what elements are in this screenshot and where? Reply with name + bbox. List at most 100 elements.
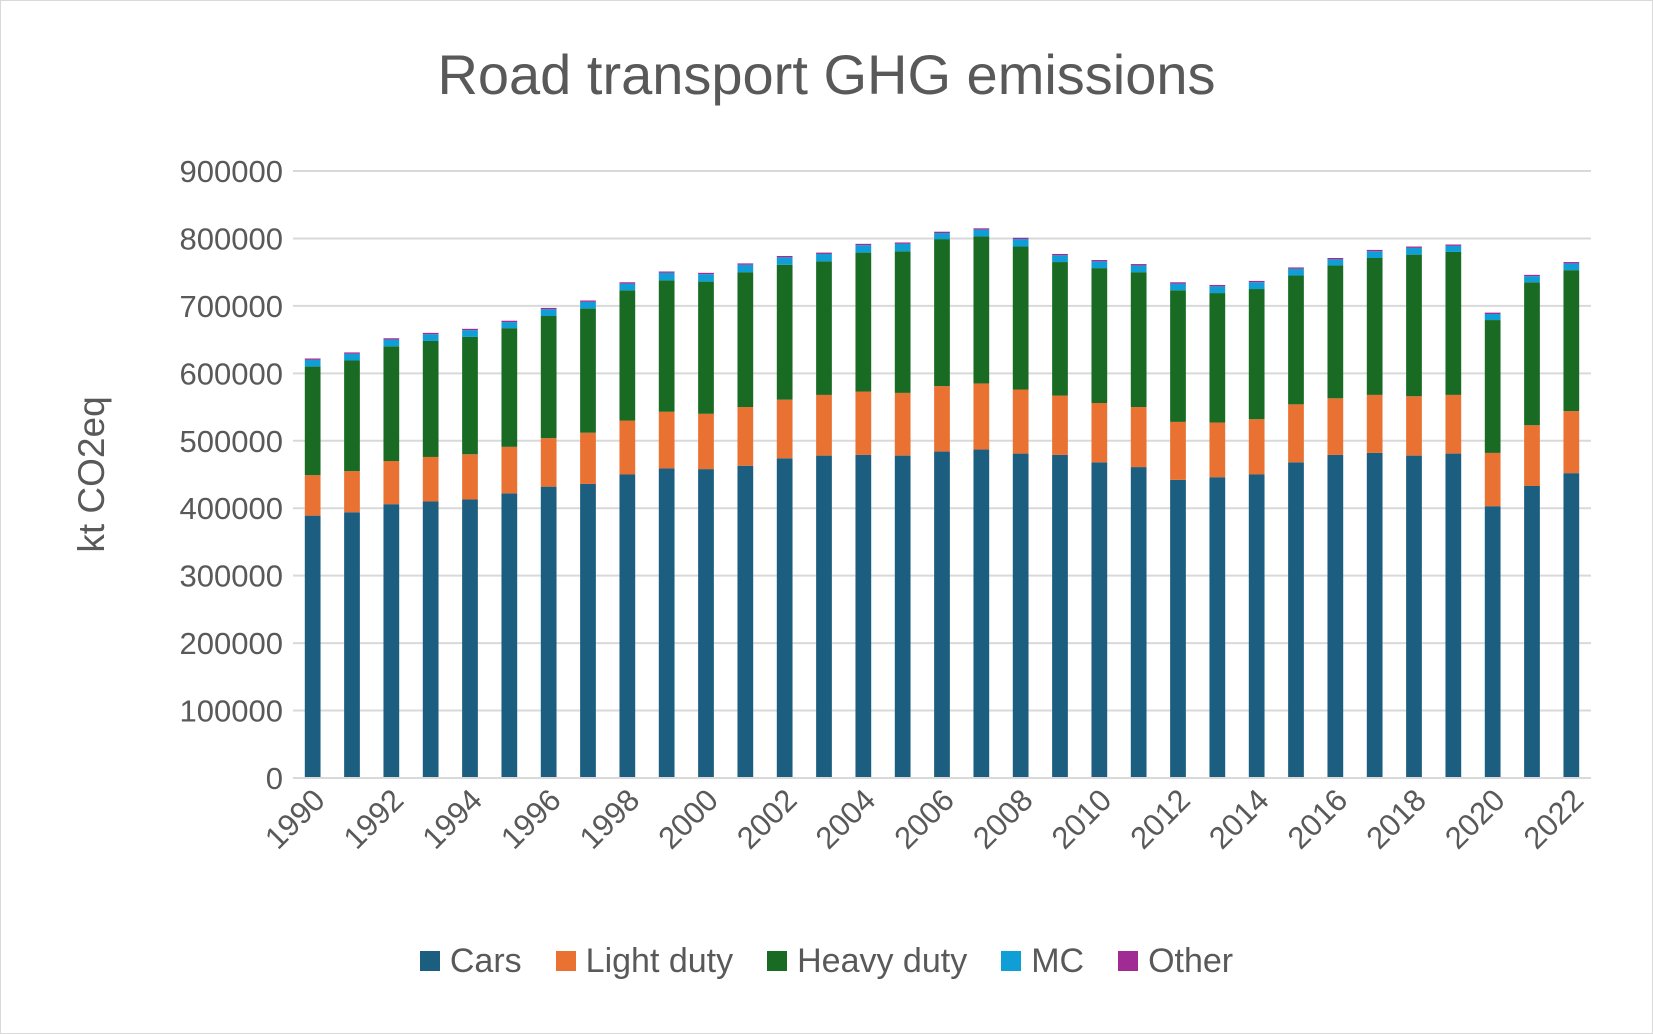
bar-cars-1996 [540, 486, 557, 778]
bar-mc-2020 [1484, 313, 1501, 321]
bar-heavy-duty-2015 [1288, 275, 1304, 405]
bar-light-duty-1991 [344, 471, 360, 513]
bar-light-duty-1992 [383, 461, 400, 505]
y-tick-label: 800000 [180, 221, 283, 256]
bar-other-2007 [973, 228, 990, 230]
bar-other-2004 [855, 243, 872, 246]
x-tick-label: 2014 [1202, 782, 1276, 856]
chart-title: Road transport GHG emissions [437, 43, 1216, 106]
bar-heavy-duty-1992 [383, 346, 400, 462]
bar-mc-1991 [344, 353, 360, 361]
bar-light-duty-2011 [1130, 407, 1147, 468]
bar-other-2005 [894, 242, 911, 244]
bar-mc-2003 [816, 253, 832, 262]
bar-other-2013 [1209, 284, 1226, 287]
y-tick-label: 400000 [180, 491, 283, 526]
bar-heavy-duty-2014 [1248, 289, 1265, 420]
bar-heavy-duty-2019 [1445, 251, 1462, 395]
bar-heavy-duty-2018 [1406, 254, 1422, 397]
bar-light-duty-2001 [737, 407, 754, 466]
bar-light-duty-2012 [1170, 421, 1186, 480]
bar-light-duty-2000 [698, 413, 714, 470]
y-tick-label: 300000 [180, 559, 283, 594]
bar-other-2003 [816, 252, 832, 254]
bar-other-2022 [1563, 262, 1580, 264]
x-tick-label: 2012 [1123, 782, 1197, 856]
legend-label: Heavy duty [797, 942, 968, 980]
x-tick-label: 2016 [1281, 782, 1355, 856]
bar-heavy-duty-2017 [1366, 258, 1383, 395]
y-tick-label: 900000 [180, 154, 283, 189]
bar-cars-2012 [1170, 479, 1186, 778]
bar-cars-2016 [1327, 454, 1344, 778]
x-tick-label: 1994 [415, 782, 489, 856]
bar-light-duty-2021 [1524, 425, 1540, 486]
bar-heavy-duty-2016 [1327, 265, 1344, 399]
bar-heavy-duty-2010 [1091, 268, 1108, 404]
bar-light-duty-2017 [1366, 394, 1383, 453]
legend-swatch [1001, 951, 1022, 971]
x-tick-label: 2004 [809, 782, 883, 856]
bar-cars-2010 [1091, 462, 1108, 778]
bar-heavy-duty-1991 [344, 360, 360, 472]
legend-item-mc: MC [1001, 941, 1084, 981]
bar-light-duty-1990 [304, 475, 321, 516]
bar-cars-1997 [580, 483, 596, 778]
bar-cars-2000 [698, 469, 714, 778]
x-tick-label: 2018 [1359, 782, 1433, 856]
bar-other-1992 [383, 338, 400, 340]
bar-light-duty-2008 [1012, 389, 1029, 454]
bar-cars-1995 [501, 493, 518, 778]
bar-mc-2001 [737, 264, 754, 273]
bar-other-2001 [737, 263, 754, 265]
bar-other-2015 [1288, 267, 1304, 269]
bar-light-duty-2020 [1484, 452, 1501, 507]
bar-other-1996 [540, 307, 557, 310]
bar-light-duty-2009 [1052, 395, 1068, 455]
bar-heavy-duty-2006 [934, 239, 950, 387]
y-axis-title: kt CO2eq [71, 396, 112, 552]
bar-light-duty-2002 [776, 399, 793, 459]
bar-mc-2002 [776, 257, 793, 265]
bar-other-2006 [934, 231, 950, 234]
bar-cars-2007 [973, 449, 990, 778]
bar-other-2009 [1052, 253, 1068, 256]
bar-cars-2009 [1052, 454, 1068, 778]
bar-heavy-duty-1995 [501, 328, 518, 447]
bar-mc-2017 [1366, 251, 1383, 258]
bar-cars-2014 [1248, 474, 1265, 778]
bar-heavy-duty-1996 [540, 316, 557, 439]
y-tick-label: 700000 [180, 289, 283, 324]
bar-other-2012 [1170, 282, 1186, 284]
legend-label: MC [1031, 942, 1085, 980]
bar-heavy-duty-1994 [462, 336, 478, 455]
x-tick-label: 2000 [651, 782, 725, 856]
bar-other-1995 [501, 320, 518, 323]
bar-other-2017 [1366, 249, 1383, 252]
bar-other-1993 [422, 332, 439, 335]
bar-cars-2017 [1366, 452, 1383, 778]
bar-heavy-duty-2020 [1484, 320, 1501, 453]
bar-mc-1994 [462, 330, 478, 337]
bar-light-duty-2006 [934, 386, 950, 452]
bar-cars-1990 [304, 515, 321, 778]
bar-mc-2008 [1012, 239, 1029, 247]
bar-cars-1994 [462, 499, 478, 778]
bar-other-2008 [1012, 237, 1029, 240]
bar-light-duty-2015 [1288, 404, 1304, 463]
bar-mc-2016 [1327, 259, 1344, 266]
bar-other-2021 [1524, 274, 1540, 277]
bar-heavy-duty-1990 [304, 366, 321, 476]
bar-mc-2013 [1209, 286, 1226, 294]
bar-light-duty-1999 [658, 411, 675, 469]
bar-heavy-duty-1993 [422, 340, 439, 457]
bar-heavy-duty-2022 [1563, 270, 1580, 412]
legend-item-heavy-duty: Heavy duty [767, 941, 967, 981]
bar-light-duty-2013 [1209, 422, 1226, 478]
legend-label: Light duty [585, 942, 734, 980]
bar-cars-2015 [1288, 462, 1304, 778]
legend-swatch [1118, 951, 1139, 971]
bar-cars-1991 [344, 512, 360, 778]
bar-mc-1990 [304, 359, 321, 367]
x-tick-label: 2008 [966, 782, 1040, 856]
